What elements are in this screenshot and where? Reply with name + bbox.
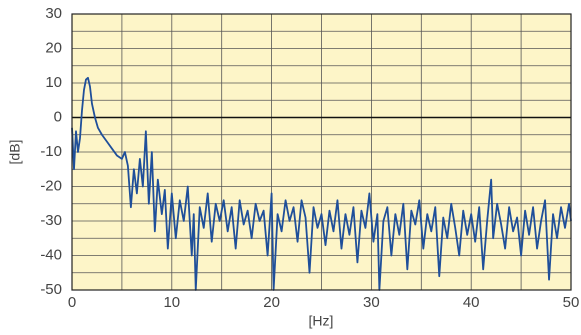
y-tick-label: -40 <box>40 246 62 263</box>
x-tick-label: 20 <box>263 294 280 311</box>
x-tick-label: 30 <box>363 294 380 311</box>
x-tick-label: 10 <box>163 294 180 311</box>
data-line <box>71 76 572 291</box>
x-axis-label: [Hz] <box>309 313 334 329</box>
y-tick-label: 20 <box>45 39 62 56</box>
y-tick-label: 30 <box>45 5 62 22</box>
y-tick-label: -10 <box>40 143 62 160</box>
x-tick-label: 0 <box>68 294 76 311</box>
plot-frame <box>71 13 572 291</box>
y-tick-label: 0 <box>54 108 62 125</box>
y-tick-label: -50 <box>40 281 62 298</box>
y-tick-label: -20 <box>40 177 62 194</box>
x-tick-label: 50 <box>563 294 580 311</box>
y-axis-label: [dB] <box>7 140 23 165</box>
x-tick-label: 40 <box>463 294 480 311</box>
y-tick-label: -30 <box>40 212 62 229</box>
y-tick-label: 10 <box>45 74 62 91</box>
